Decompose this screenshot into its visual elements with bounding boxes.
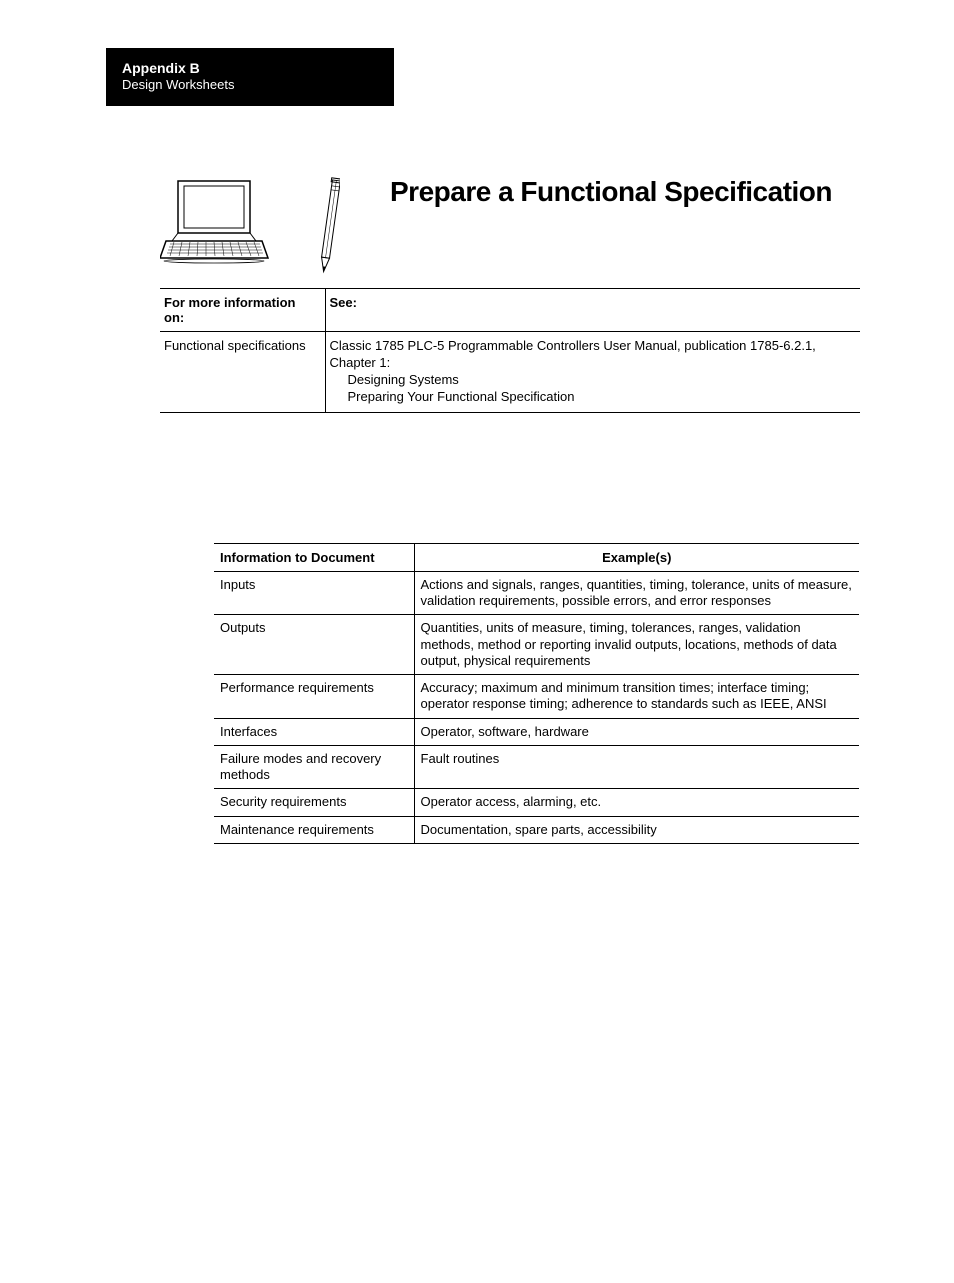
ref-line2: Designing Systems [330, 372, 853, 389]
ref-header-info: For more information on: [160, 289, 325, 332]
ref-topic: Functional specifications [160, 332, 325, 413]
info-header-info: Information to Document [214, 543, 414, 571]
table-row: Failure modes and recovery methods Fault… [214, 745, 859, 789]
appendix-label: Appendix B [122, 60, 378, 77]
pencil-icon [320, 176, 340, 276]
info-cell: Outputs [214, 615, 414, 675]
information-table: Information to Document Example(s) Input… [214, 543, 859, 844]
appendix-subtitle: Design Worksheets [122, 77, 378, 93]
reference-table-header-row: For more information on: See: [160, 289, 860, 332]
ref-line1: Classic 1785 PLC-5 Programmable Controll… [330, 338, 853, 372]
table-row: Outputs Quantities, units of measure, ti… [214, 615, 859, 675]
table-row: Interfaces Operator, software, hardware [214, 718, 859, 745]
info-cell: Inputs [214, 571, 414, 615]
info-cell: Interfaces [214, 718, 414, 745]
ref-line3: Preparing Your Functional Specification [330, 389, 853, 406]
example-cell: Fault routines [414, 745, 859, 789]
title-row: Prepare a Functional Specification [160, 176, 954, 276]
table-row: Maintenance requirements Documentation, … [214, 816, 859, 843]
example-cell: Operator access, alarming, etc. [414, 789, 859, 816]
ref-header-see: See: [325, 289, 860, 332]
info-cell: Maintenance requirements [214, 816, 414, 843]
example-cell: Quantities, units of measure, timing, to… [414, 615, 859, 675]
info-cell: Performance requirements [214, 675, 414, 719]
reference-table: For more information on: See: Functional… [160, 288, 860, 413]
info-header-examples: Example(s) [414, 543, 859, 571]
computer-icon [160, 176, 270, 266]
example-cell: Operator, software, hardware [414, 718, 859, 745]
page-header: Appendix B Design Worksheets [106, 48, 394, 106]
table-row: Inputs Actions and signals, ranges, quan… [214, 571, 859, 615]
page-title: Prepare a Functional Specification [390, 176, 832, 208]
example-cell: Documentation, spare parts, accessibilit… [414, 816, 859, 843]
example-cell: Actions and signals, ranges, quantities,… [414, 571, 859, 615]
reference-table-row: Functional specifications Classic 1785 P… [160, 332, 860, 413]
info-cell: Failure modes and recovery methods [214, 745, 414, 789]
table-row: Performance requirements Accuracy; maxim… [214, 675, 859, 719]
info-table-header-row: Information to Document Example(s) [214, 543, 859, 571]
example-cell: Accuracy; maximum and minimum transition… [414, 675, 859, 719]
info-cell: Security requirements [214, 789, 414, 816]
table-row: Security requirements Operator access, a… [214, 789, 859, 816]
ref-see-cell: Classic 1785 PLC-5 Programmable Controll… [325, 332, 860, 413]
